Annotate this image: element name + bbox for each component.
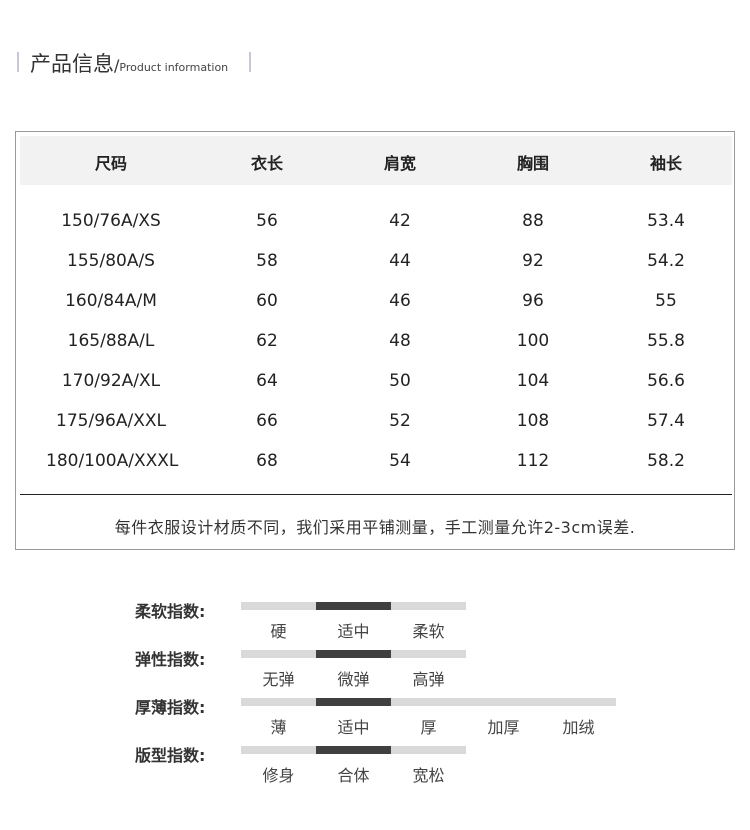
- table-cell: 96: [522, 291, 544, 311]
- table-cell: 58.2: [647, 451, 685, 471]
- table-cell: 100: [516, 331, 550, 351]
- table-cell: 64: [256, 371, 278, 391]
- size-table: 尺码 衣长 肩宽 胸围 袖长 150/76A/XS 56 42 88 53.4 155/80A/S 5…: [15, 131, 735, 550]
- table-cell: 42: [389, 211, 411, 231]
- index-label: 版型指数:: [135, 746, 206, 765]
- column-header: 肩宽: [383, 154, 416, 173]
- index-option: 微弹: [337, 670, 370, 689]
- index-option: 修身: [262, 766, 295, 785]
- index-option: 厚: [420, 718, 437, 737]
- index-option: 柔软: [412, 622, 445, 641]
- table-cell: 104: [516, 371, 550, 391]
- column-header: 袖长: [649, 154, 682, 173]
- index-option: 适中: [337, 622, 370, 641]
- section-subtitle: Product information: [119, 61, 229, 74]
- index-segment: [391, 746, 466, 754]
- column-header: 尺码: [94, 154, 127, 173]
- table-cell: 92: [522, 251, 544, 271]
- table-cell: 50: [389, 371, 411, 391]
- index-segment: [391, 698, 466, 706]
- table-cell: 160/84A/M: [65, 291, 157, 311]
- table-cell: 112: [516, 451, 550, 471]
- column-header: 胸围: [516, 154, 549, 173]
- index-segment: [466, 698, 541, 706]
- section-title: 产品信息/Product information: [30, 52, 229, 76]
- index-segment-selected: [316, 698, 391, 706]
- table-cell: 56.6: [647, 371, 685, 391]
- index-option: 薄: [270, 718, 287, 737]
- table-cell: 54.2: [647, 251, 685, 271]
- table-cell: 55.8: [647, 331, 685, 351]
- index-segment: [241, 650, 316, 658]
- index-option: 适中: [337, 718, 370, 737]
- index-segment-selected: [316, 602, 391, 610]
- index-label: 柔软指数:: [135, 602, 206, 621]
- index-segment-selected: [316, 650, 391, 658]
- index-option: 宽松: [412, 766, 445, 785]
- index-segment: [391, 602, 466, 610]
- table-cell: 66: [256, 411, 278, 431]
- table-cell: 48: [389, 331, 411, 351]
- index-segment-selected: [316, 746, 391, 754]
- table-cell: 55: [655, 291, 677, 311]
- table-cell: 57.4: [647, 411, 685, 431]
- table-cell: 155/80A/S: [67, 251, 155, 271]
- table-cell: 44: [389, 251, 411, 271]
- table-cell: 62: [256, 331, 278, 351]
- index-option: 合体: [337, 766, 370, 785]
- table-cell: 165/88A/L: [67, 331, 155, 351]
- index-option: 加绒: [562, 718, 595, 737]
- index-segment: [241, 698, 316, 706]
- table-cell: 58: [256, 251, 278, 271]
- index-option: 硬: [270, 622, 287, 641]
- index-segment: [541, 698, 616, 706]
- title-right-bar: [249, 52, 251, 72]
- index-option: 加厚: [487, 718, 520, 737]
- column-header: 衣长: [250, 154, 283, 173]
- index-option: 无弹: [262, 670, 295, 689]
- table-cell: 54: [389, 451, 411, 471]
- index-option: 高弹: [412, 670, 445, 689]
- table-cell: 68: [256, 451, 278, 471]
- table-cell: 60: [256, 291, 278, 311]
- table-cell: 108: [516, 411, 550, 431]
- index-segment: [391, 650, 466, 658]
- table-cell: 52: [389, 411, 411, 431]
- table-cell: 46: [389, 291, 411, 311]
- table-cell: 150/76A/XS: [61, 211, 161, 231]
- title-left-bar: [17, 52, 19, 72]
- table-cell: 56: [256, 211, 278, 231]
- index-segment: [241, 746, 316, 754]
- table-header: [20, 136, 732, 185]
- measurement-note: 每件衣服设计材质不同，我们采用平铺测量，手工测量允许2-3cm误差.: [114, 518, 636, 537]
- index-label: 弹性指数:: [135, 650, 206, 669]
- index-label: 厚薄指数:: [135, 698, 206, 717]
- table-cell: 180/100A/XXXL: [46, 451, 179, 471]
- index-segment: [241, 602, 316, 610]
- table-cell: 53.4: [647, 211, 685, 231]
- table-cell: 170/92A/XL: [61, 371, 161, 391]
- table-cell: 175/96A/XXL: [56, 411, 166, 431]
- divider: [20, 494, 732, 495]
- table-cell: 88: [522, 211, 544, 231]
